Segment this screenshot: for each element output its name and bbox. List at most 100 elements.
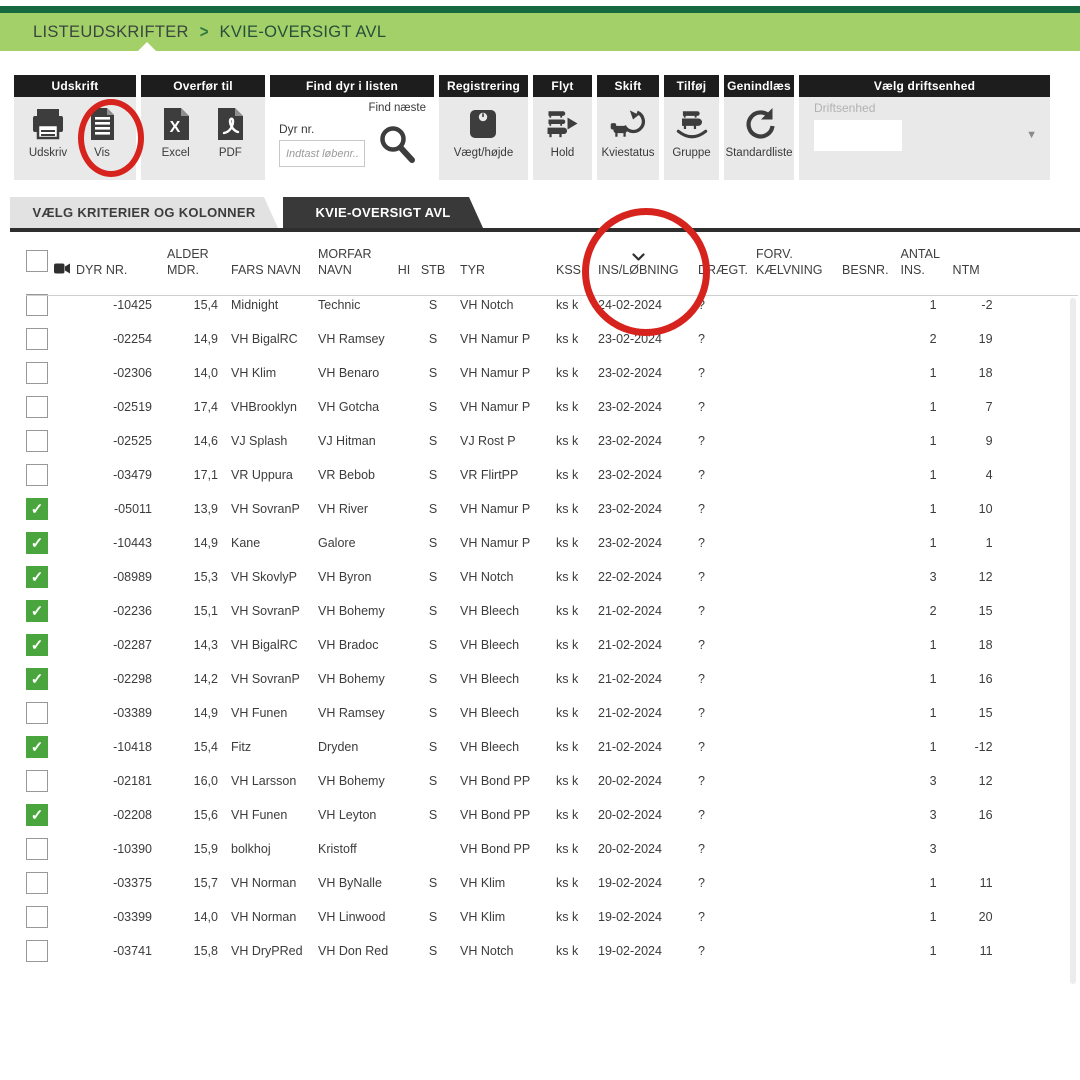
udskriv-button[interactable]: Udskriv xyxy=(28,104,68,180)
cell-dyrnr: -02287 xyxy=(113,638,152,652)
table-row[interactable]: -03399 14,0 VH Norman VH Linwood S VH Klim ks … xyxy=(26,900,1003,934)
table-row[interactable]: ✓ -05011 13,9 VH SovranP VH River S VH Namur P… xyxy=(26,492,1003,526)
row-checkbox[interactable] xyxy=(26,872,48,894)
vaegt-hoejde-button[interactable]: Vægt/højde xyxy=(454,104,513,180)
table-row[interactable]: ✓ -08989 15,3 VH SkovlyP VH Byron S VH Notch ks… xyxy=(26,560,1003,594)
cell-fars: VH Funen xyxy=(231,706,288,720)
hold-button[interactable]: Hold xyxy=(543,104,583,180)
table-row[interactable]: -03479 17,1 VR Uppura VR Bebob S VR FlirtPP ks… xyxy=(26,458,1003,492)
header-separator xyxy=(26,295,1078,296)
cell-morfar: VH Leyton xyxy=(318,808,377,822)
column-header-besnr[interactable]: BESNR. xyxy=(842,263,889,277)
column-header-draegt[interactable]: DRÆGT. xyxy=(698,263,748,277)
row-checkbox-checked[interactable]: ✓ xyxy=(26,566,48,588)
column-header-ntm[interactable]: NTM xyxy=(952,263,980,277)
gruppe-button[interactable]: Gruppe xyxy=(672,104,712,180)
animal-table: DYR NR. ALDER MDR. FARS NAVN MORFAR NAVN HI S… xyxy=(26,246,1003,968)
table-row[interactable]: -02254 14,9 VH BigalRC VH Ramsey S VH Namur P… xyxy=(26,322,1003,356)
row-checkbox-checked[interactable]: ✓ xyxy=(26,532,48,554)
column-header-dyrnr[interactable]: DYR NR. xyxy=(54,246,160,288)
column-header-fars[interactable]: FARS NAVN xyxy=(231,263,301,277)
excel-button[interactable]: X Excel xyxy=(156,104,196,180)
toolbar-group-driftsenhed: Vælg driftsenhed Driftsenhed ▼ xyxy=(799,75,1050,180)
standardliste-button[interactable]: Standardliste xyxy=(725,104,793,180)
column-header-hi[interactable]: HI xyxy=(397,263,411,277)
column-header-tyr[interactable]: TYR xyxy=(460,263,485,277)
table-row[interactable]: -02525 14,6 VJ Splash VJ Hitman S VJ Rost P ks… xyxy=(26,424,1003,458)
table-row[interactable]: -10390 15,9 bolkhoj Kristoff VH Bond PP ks k 2… xyxy=(26,832,1003,866)
column-header-forv[interactable]: FORV. KÆLVNING xyxy=(756,247,823,277)
find-naeste-button[interactable] xyxy=(374,123,420,172)
cell-morfar: VH Bradoc xyxy=(318,638,379,652)
table-row[interactable]: -03389 14,9 VH Funen VH Ramsey S VH Bleech ks … xyxy=(26,696,1003,730)
column-header-kss[interactable]: KSS xyxy=(556,263,582,277)
table-row[interactable]: -02519 17,4 VHBrooklyn VH Gotcha S VH Namur P… xyxy=(26,390,1003,424)
table-row[interactable]: -03741 15,8 VH DryPRed VH Don Red S VH Notch k… xyxy=(26,934,1003,968)
cell-besnr xyxy=(842,730,889,764)
column-header-stb[interactable]: STB xyxy=(420,263,446,277)
row-checkbox-checked[interactable]: ✓ xyxy=(26,736,48,758)
table-row[interactable]: ✓ -02208 15,6 VH Funen VH Leyton S VH Bond PP k… xyxy=(26,798,1003,832)
sort-descending-icon[interactable] xyxy=(598,253,679,262)
cow-rotate-icon xyxy=(608,104,648,144)
table-row[interactable]: -03375 15,7 VH Norman VH ByNalle S VH Klim ks … xyxy=(26,866,1003,900)
row-checkbox[interactable] xyxy=(26,362,48,384)
cell-stb: S xyxy=(428,944,438,958)
table-row[interactable]: -02306 14,0 VH Klim VH Benaro S VH Namur P ks … xyxy=(26,356,1003,390)
cell-morfar: Dryden xyxy=(318,740,359,754)
table-row[interactable]: ✓ -10418 15,4 Fitz Dryden S VH Bleech ks k 21-02… xyxy=(26,730,1003,764)
table-row[interactable]: ✓ -02236 15,1 VH SovranP VH Bohemy S VH Bleech… xyxy=(26,594,1003,628)
cell-forv xyxy=(754,662,842,696)
cell-antal: 1 xyxy=(929,366,937,380)
row-checkbox[interactable] xyxy=(26,464,48,486)
table-row[interactable]: -02181 16,0 VH Larsson VH Bohemy S VH Bond PP… xyxy=(26,764,1003,798)
cell-hi xyxy=(392,458,416,492)
row-checkbox[interactable] xyxy=(26,906,48,928)
cell-alder: 14,9 xyxy=(193,706,218,720)
row-checkbox[interactable] xyxy=(26,396,48,418)
column-header-ins[interactable]: INS/LØBNING xyxy=(592,246,698,288)
cell-fars: VH DryPRed xyxy=(231,944,303,958)
cell-ins: 21-02-2024 xyxy=(598,706,662,720)
cell-tyr: VH Bleech xyxy=(460,672,520,686)
dyr-nr-input[interactable] xyxy=(279,140,365,167)
row-checkbox[interactable] xyxy=(26,940,48,962)
table-row[interactable]: -10425 15,4 Midnight Technic S VH Notch ks k 24… xyxy=(26,288,1003,322)
cell-besnr xyxy=(842,390,889,424)
cell-dyrnr: -03375 xyxy=(113,876,152,890)
row-checkbox-checked[interactable]: ✓ xyxy=(26,600,48,622)
cell-dyrnr: -02306 xyxy=(113,366,152,380)
pdf-button[interactable]: PDF xyxy=(210,104,250,180)
row-checkbox-checked[interactable]: ✓ xyxy=(26,634,48,656)
row-checkbox[interactable] xyxy=(26,430,48,452)
column-header-morfar[interactable]: MORFAR NAVN xyxy=(318,247,372,277)
row-checkbox-checked[interactable]: ✓ xyxy=(26,804,48,826)
table-row[interactable]: ✓ -02298 14,2 VH SovranP VH Bohemy S VH Bleech… xyxy=(26,662,1003,696)
row-checkbox[interactable] xyxy=(26,702,48,724)
cell-tyr: VH Klim xyxy=(460,876,506,890)
find-naeste-label[interactable]: Find næste xyxy=(368,102,426,114)
cell-ntm: 7 xyxy=(985,400,993,414)
cell-fars: VH Klim xyxy=(231,366,277,380)
chevron-down-icon[interactable]: ▼ xyxy=(1026,129,1037,141)
tab-vaelg-kriterier[interactable]: VÆLG KRITERIER OG KOLONNER xyxy=(10,197,278,228)
cell-morfar: Kristoff xyxy=(318,842,357,856)
select-all-checkbox[interactable] xyxy=(26,250,48,272)
row-checkbox-checked[interactable]: ✓ xyxy=(26,668,48,690)
column-header-alder[interactable]: ALDER MDR. xyxy=(167,247,209,277)
driftsenhed-value[interactable] xyxy=(814,120,902,151)
column-header-antal[interactable]: ANTAL INS. xyxy=(900,247,940,277)
row-checkbox[interactable] xyxy=(26,838,48,860)
table-row[interactable]: ✓ -10443 14,9 Kane Galore S VH Namur P ks k 23-0… xyxy=(26,526,1003,560)
table-row[interactable]: ✓ -02287 14,3 VH BigalRC VH Bradoc S VH Bleech… xyxy=(26,628,1003,662)
tab-kvie-oversigt-avl[interactable]: KVIE-OVERSIGT AVL xyxy=(283,197,483,228)
row-checkbox-checked[interactable]: ✓ xyxy=(26,498,48,520)
vis-button[interactable]: Vis xyxy=(82,104,122,180)
row-checkbox[interactable] xyxy=(26,294,48,316)
row-checkbox[interactable] xyxy=(26,328,48,350)
kviestatus-button[interactable]: Kviestatus xyxy=(601,104,655,180)
row-checkbox[interactable] xyxy=(26,770,48,792)
breadcrumb-item-listeudskrifter[interactable]: LISTEUDSKRIFTER xyxy=(33,22,189,41)
vertical-scrollbar[interactable] xyxy=(1070,298,1076,984)
cell-forv xyxy=(754,934,842,968)
